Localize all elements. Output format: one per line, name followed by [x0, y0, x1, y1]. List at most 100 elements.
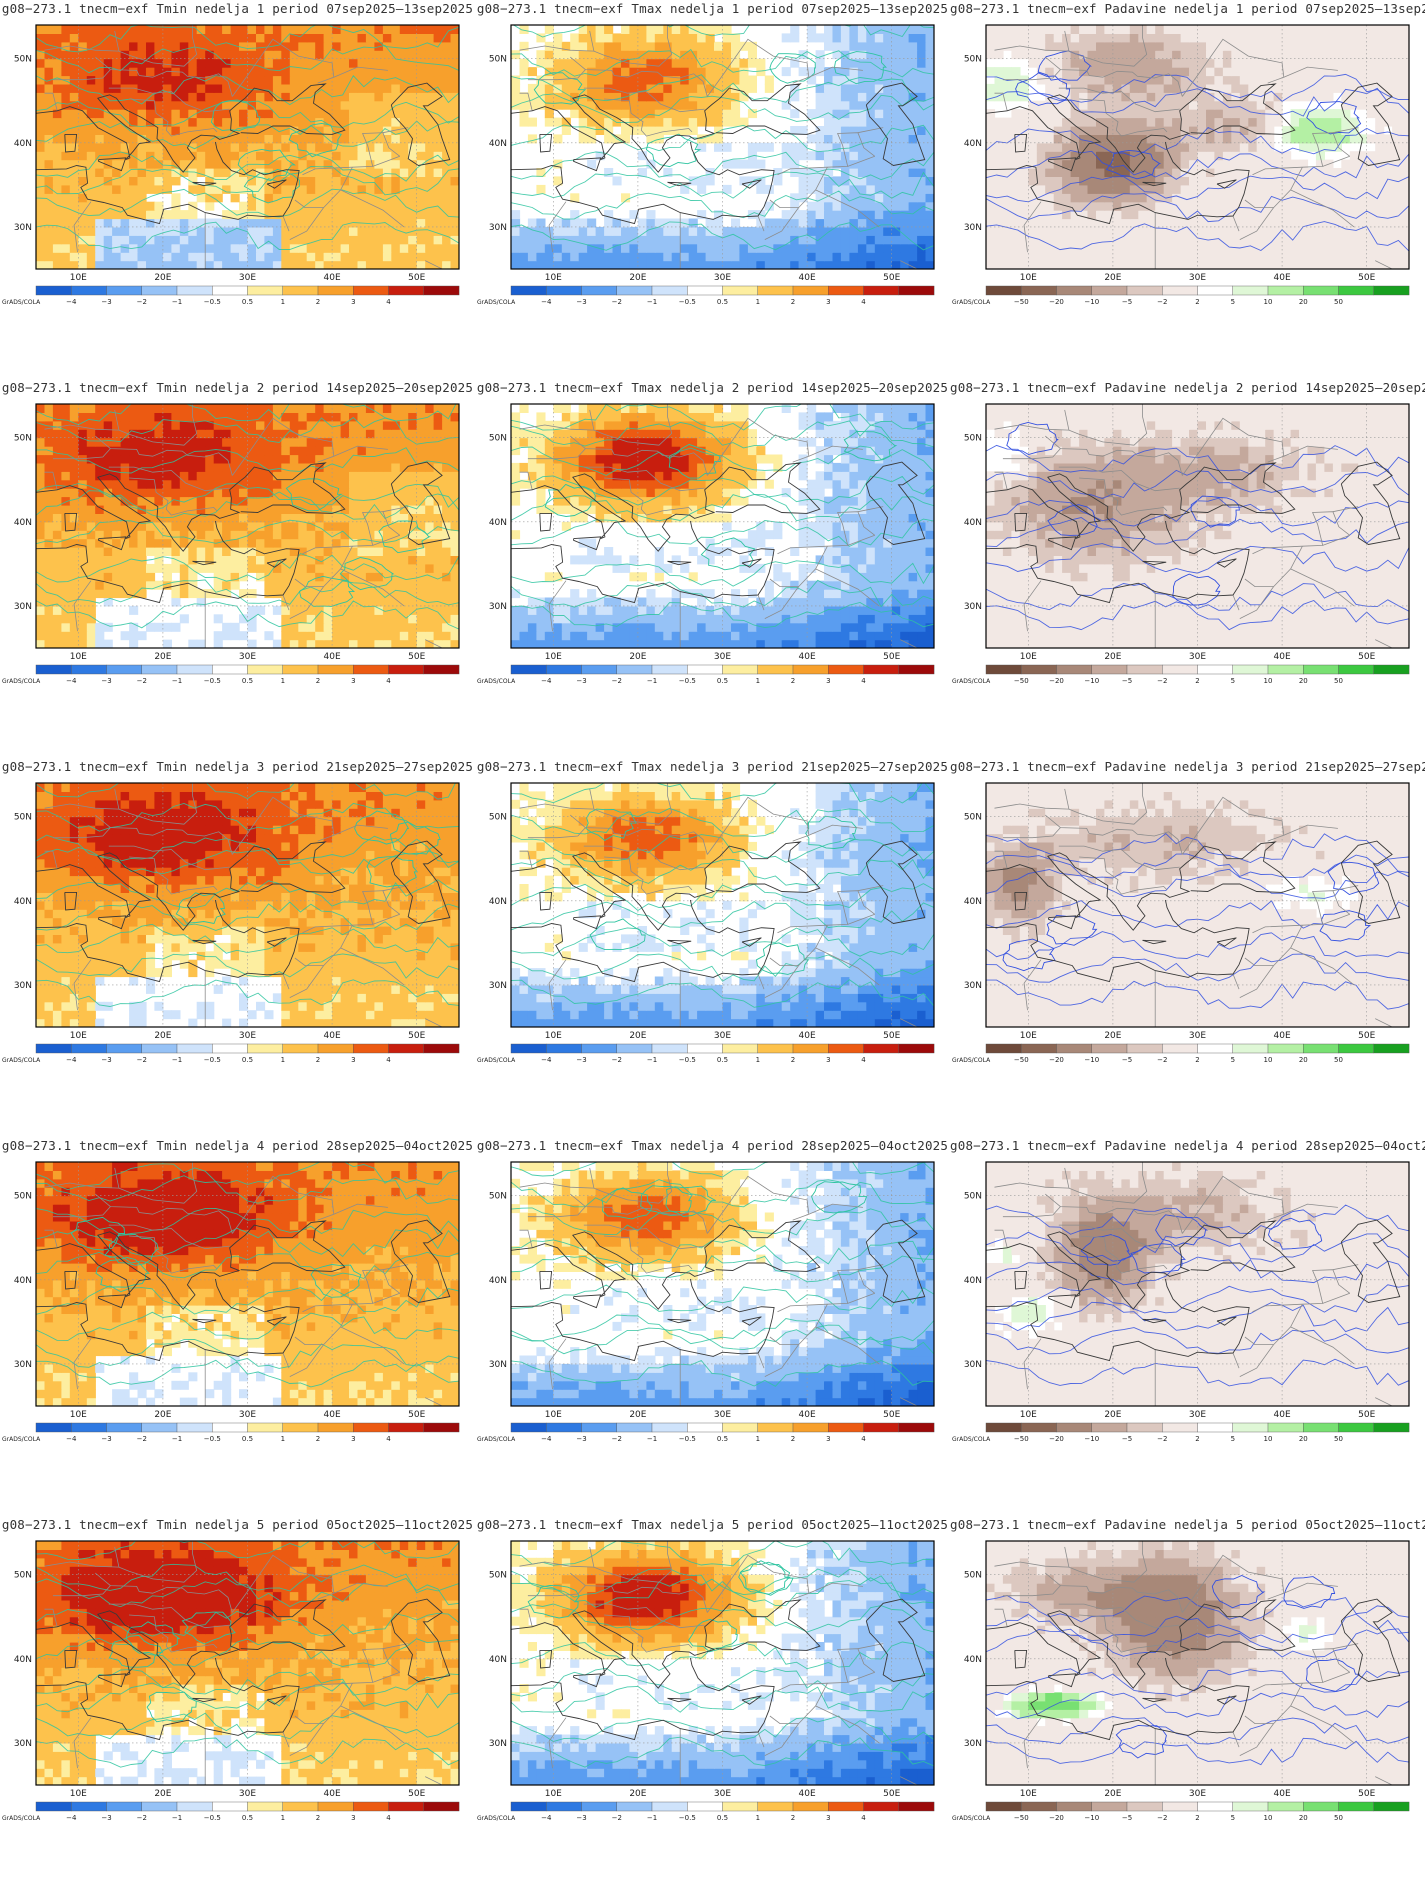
legend-label: −20	[1049, 1814, 1064, 1822]
legend-label: −2	[1157, 677, 1167, 685]
legend-swatch	[1197, 1422, 1233, 1433]
legend-swatch	[212, 285, 248, 296]
legend-credit: GrADS/COLA	[477, 1815, 516, 1822]
legend-credit: GrADS/COLA	[477, 299, 516, 306]
legend-label: 50	[1334, 677, 1343, 685]
legend-label: 3	[826, 1056, 830, 1064]
lon-tick-label: 40E	[799, 1789, 816, 1799]
legend-label: −2	[1157, 1056, 1167, 1064]
lon-tick-label: 30E	[1189, 1031, 1206, 1041]
lon-tick-label: 40E	[1274, 652, 1291, 662]
legend-swatch	[212, 1801, 248, 1812]
legend-label: −2	[137, 1056, 147, 1064]
legend-swatch	[1091, 1422, 1128, 1433]
legend-label: −3	[576, 1056, 586, 1064]
lat-tick-label: 40N	[14, 518, 32, 528]
panel-title: g08−273.1 tnecm−exf Tmax nedelja 5 perio…	[475, 1517, 950, 1532]
lon-tick-label: 20E	[629, 1789, 646, 1799]
lon-tick-label: 40E	[324, 1789, 341, 1799]
legend-label: −1	[647, 1435, 657, 1443]
legend-label: 0.5	[717, 1814, 728, 1822]
legend-label: −2	[137, 677, 147, 685]
panel-title: g08−273.1 tnecm−exf Padavine nedelja 3 p…	[950, 759, 1425, 774]
map-panel-padavine-week-3: g08−273.1 tnecm−exf Padavine nedelja 3 p…	[950, 758, 1425, 1137]
legend-swatch	[141, 285, 178, 296]
lon-tick-label: 40E	[324, 1410, 341, 1420]
legend-swatch	[317, 664, 354, 675]
legend-label: −5	[1122, 1814, 1132, 1822]
legend-label: 2	[1195, 298, 1199, 306]
legend-swatch	[353, 285, 389, 296]
map-plot: 50N 40N 30N 10E 20E 30E 40E 50E −50 −20 −10 −5 −2 2 5 1…	[952, 1540, 1410, 1822]
legend-swatch	[353, 1422, 389, 1433]
legend-swatch	[651, 1422, 688, 1433]
legend-label: −2	[1157, 1814, 1167, 1822]
legend-swatch	[1197, 1043, 1233, 1054]
legend-label: 1	[281, 1435, 285, 1443]
legend-swatch	[1267, 1801, 1304, 1812]
legend-swatch	[1091, 664, 1128, 675]
lon-tick-label: 50E	[408, 1789, 425, 1799]
legend-label: 2	[316, 298, 320, 306]
legend-label: −2	[137, 1435, 147, 1443]
legend-label: 2	[791, 298, 795, 306]
legend-swatch	[1303, 1043, 1339, 1054]
legend-label: −4	[541, 1814, 552, 1822]
lon-tick-label: 30E	[714, 1789, 731, 1799]
legend-swatch	[1373, 664, 1410, 675]
map-plot: 50N 40N 30N 10E 20E 30E 40E 50E −4 −3 −2 −1 −0.5 0.5 1…	[477, 1161, 935, 1443]
lon-tick-label: 20E	[1104, 1410, 1121, 1420]
legend-label: −0.5	[204, 298, 221, 306]
legend-swatch	[546, 1043, 582, 1054]
legend-swatch	[828, 285, 864, 296]
legend-credit: GrADS/COLA	[952, 678, 991, 685]
legend-swatch	[863, 1422, 899, 1433]
legend-swatch	[1021, 1422, 1057, 1433]
legend-label: −0.5	[204, 1814, 221, 1822]
legend-swatch	[757, 1043, 794, 1054]
lon-tick-label: 50E	[1358, 652, 1375, 662]
legend-swatch	[1232, 1801, 1269, 1812]
legend-swatch	[863, 1043, 899, 1054]
legend-swatch	[1021, 1801, 1057, 1812]
lon-tick-label: 50E	[883, 1410, 900, 1420]
legend-swatch	[282, 285, 319, 296]
legend-label: −4	[541, 1435, 552, 1443]
panel-title: g08−273.1 tnecm−exf Tmax nedelja 1 perio…	[475, 1, 950, 16]
legend-swatch	[616, 1043, 653, 1054]
lat-tick-label: 30N	[14, 1360, 32, 1370]
legend-label: 10	[1264, 298, 1273, 306]
lon-tick-label: 50E	[1358, 1789, 1375, 1799]
legend-label: −3	[576, 298, 586, 306]
legend-swatch	[71, 1801, 107, 1812]
legend-swatch	[317, 285, 354, 296]
lat-tick-label: 40N	[964, 518, 982, 528]
lon-tick-label: 30E	[1189, 273, 1206, 283]
legend-swatch	[792, 285, 829, 296]
legend-swatch	[388, 1801, 424, 1812]
legend-label: −0.5	[204, 677, 221, 685]
map-panel-tmax-week-3: g08−273.1 tnecm−exf Tmax nedelja 3 perio…	[475, 758, 950, 1137]
lon-tick-label: 40E	[1274, 1031, 1291, 1041]
legend-label: −0.5	[679, 1435, 696, 1443]
legend-credit: GrADS/COLA	[477, 678, 516, 685]
legend-swatch	[1162, 664, 1198, 675]
panel-title: g08−273.1 tnecm−exf Tmin nedelja 4 perio…	[0, 1138, 475, 1153]
legend-swatch	[581, 1422, 617, 1433]
lat-tick-label: 30N	[489, 1360, 507, 1370]
legend-label: −1	[172, 298, 182, 306]
legend-label: 4	[386, 1056, 391, 1064]
legend-swatch	[1162, 285, 1198, 296]
legend-swatch	[616, 1422, 653, 1433]
panel-title: g08−273.1 tnecm−exf Tmin nedelja 5 perio…	[0, 1517, 475, 1532]
legend-label: 5	[1231, 298, 1235, 306]
legend-swatch	[722, 1422, 758, 1433]
legend-label: −5	[1122, 1056, 1132, 1064]
panel-title: g08−273.1 tnecm−exf Tmax nedelja 4 perio…	[475, 1138, 950, 1153]
legend-swatch	[616, 1801, 653, 1812]
legend-swatch	[106, 664, 142, 675]
legend-swatch	[757, 285, 794, 296]
legend-swatch	[35, 1422, 72, 1433]
map-plot: 50N 40N 30N 10E 20E 30E 40E 50E −4 −3 −2 −1 −0.5 0.5 1…	[477, 403, 935, 685]
lat-tick-label: 50N	[14, 434, 32, 444]
